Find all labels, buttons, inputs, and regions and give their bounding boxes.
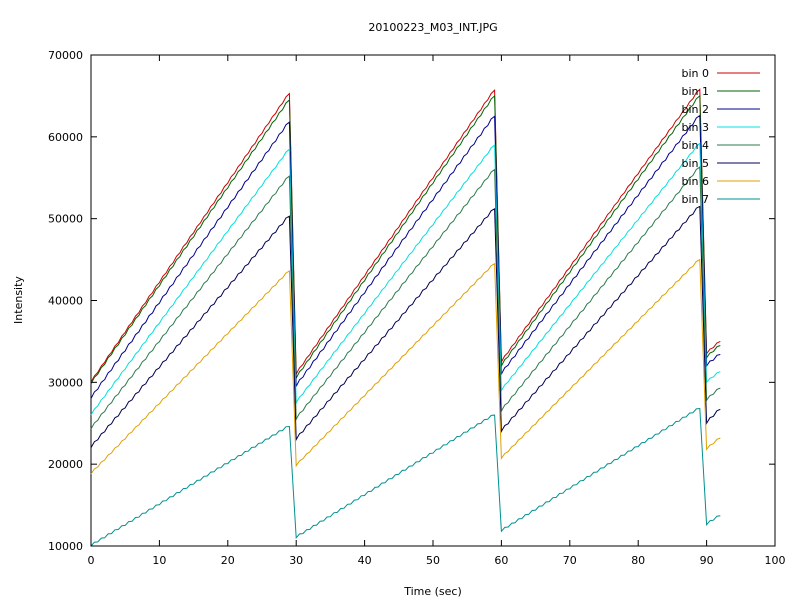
legend: bin 0 bin 1 bin 2 bin 3 bin 4 bin 5 bin 6 bin 7 xyxy=(681,67,760,206)
series-line-bin-3 xyxy=(90,142,721,416)
plot-frame xyxy=(90,54,776,547)
series-line-bin-2 xyxy=(90,114,721,399)
x-tick-label: 100 xyxy=(765,554,786,567)
series-line-bin-1 xyxy=(90,94,721,385)
legend-label: bin 1 xyxy=(681,85,709,98)
legend-label: bin 5 xyxy=(681,157,709,170)
x-axis-label: Time (sec) xyxy=(403,585,462,598)
y-tick-label: 60000 xyxy=(48,131,83,144)
x-tick-label: 0 xyxy=(88,554,95,567)
chart-title: 20100223_M03_INT.JPG xyxy=(368,21,497,34)
legend-label: bin 7 xyxy=(681,193,709,206)
y-axis: 10000 20000 30000 40000 50000 60000 70000 xyxy=(48,49,775,553)
y-tick-label: 10000 xyxy=(48,540,83,553)
x-tick-label: 60 xyxy=(494,554,508,567)
series-line-bin-7 xyxy=(90,407,721,547)
x-tick-label: 20 xyxy=(221,554,235,567)
legend-label: bin 6 xyxy=(681,175,709,188)
y-tick-label: 70000 xyxy=(48,49,83,62)
x-tick-label: 40 xyxy=(358,554,372,567)
legend-label: bin 2 xyxy=(681,103,709,116)
y-tick-label: 40000 xyxy=(48,295,83,308)
series-layer xyxy=(90,88,721,547)
x-tick-label: 90 xyxy=(700,554,714,567)
y-axis-label: Intensity xyxy=(12,276,25,324)
y-tick-label: 20000 xyxy=(48,458,83,471)
x-tick-label: 10 xyxy=(152,554,166,567)
x-axis: 0 10 20 30 40 50 60 70 80 90 100 xyxy=(88,55,786,567)
plot-border xyxy=(90,54,776,547)
y-tick-label: 30000 xyxy=(48,376,83,389)
x-tick-label: 30 xyxy=(289,554,303,567)
legend-label: bin 3 xyxy=(681,121,709,134)
x-tick-label: 80 xyxy=(631,554,645,567)
legend-label: bin 0 xyxy=(681,67,709,80)
y-tick-label: 50000 xyxy=(48,213,83,226)
legend-label: bin 4 xyxy=(681,139,709,152)
series-line-bin-0 xyxy=(90,88,721,383)
x-tick-label: 50 xyxy=(426,554,440,567)
x-tick-label: 70 xyxy=(563,554,577,567)
series-line-bin-5 xyxy=(90,205,721,449)
series-line-bin-4 xyxy=(90,166,721,430)
series-line-bin-6 xyxy=(90,258,721,475)
